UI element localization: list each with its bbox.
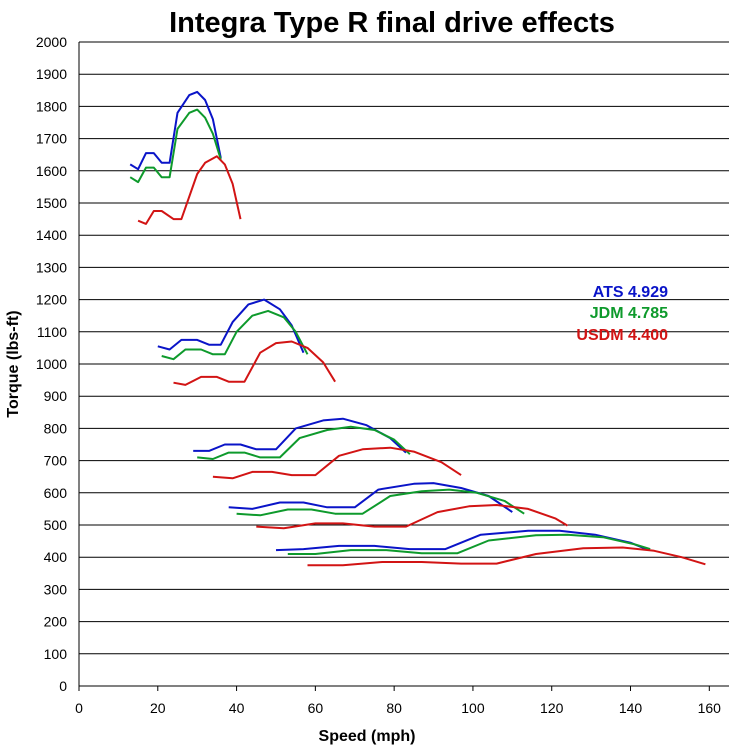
legend-entry-jdm: JDM 4.785 — [590, 305, 668, 322]
x-tick-label: 20 — [150, 700, 166, 716]
series-line-usdm-gear-3 — [212, 446, 462, 480]
y-tick-label: 1700 — [36, 131, 67, 147]
x-tick-label: 0 — [75, 700, 83, 716]
y-tick-label: 200 — [44, 614, 68, 630]
x-axis-label: Speed (mph) — [319, 728, 416, 745]
y-tick-label: 1600 — [36, 163, 67, 179]
y-tick-label: 1200 — [36, 292, 67, 308]
y-tick-label: 400 — [44, 549, 68, 565]
y-tick-label: 700 — [44, 453, 68, 469]
legend: ATS 4.929 JDM 4.785 USDM 4.400 — [576, 284, 668, 344]
x-tick-label: 80 — [386, 700, 402, 716]
series-line-ats-gear-1 — [129, 90, 222, 171]
x-tick-label: 100 — [461, 700, 485, 716]
y-tick-label: 600 — [44, 485, 68, 501]
series-line-usdm-gear-2 — [173, 340, 336, 386]
y-tick-label: 1900 — [36, 66, 67, 82]
series-line-usdm-gear-5 — [307, 546, 706, 567]
series-line-ats-gear-4 — [228, 482, 513, 513]
y-axis-label: Torque (lbs-ft) — [5, 310, 22, 417]
y-tick-label: 0 — [59, 678, 67, 694]
y-tick-label: 800 — [44, 420, 68, 436]
series-line-ats-gear-5 — [275, 529, 647, 552]
y-tick-label: 1300 — [36, 259, 67, 275]
series-line-jdm-gear-3 — [197, 425, 411, 460]
y-tick-label: 100 — [44, 646, 68, 662]
y-tick-label: 300 — [44, 581, 68, 597]
series-line-jdm-gear-1 — [129, 108, 222, 184]
series-line-usdm-gear-1 — [137, 155, 242, 225]
series-line-usdm-gear-4 — [256, 504, 569, 530]
series-line-jdm-gear-2 — [161, 309, 309, 361]
series-line-jdm-gear-4 — [236, 488, 525, 517]
x-tick-label: 40 — [229, 700, 245, 716]
legend-entry-usdm: USDM 4.400 — [576, 327, 668, 344]
series-line-ats-gear-2 — [157, 298, 305, 354]
y-tick-label: 2000 — [36, 34, 67, 50]
y-tick-label: 1100 — [37, 324, 67, 340]
y-tick-label: 1800 — [36, 98, 67, 114]
y-tick-label: 500 — [44, 517, 68, 533]
y-tick-label: 1500 — [36, 195, 67, 211]
x-tick-label: 60 — [308, 700, 324, 716]
axes — [78, 42, 729, 691]
series-lines — [129, 90, 706, 567]
x-tick-labels: 0 20 40 60 80 100 120 140 160 — [75, 700, 721, 716]
legend-entry-ats: ATS 4.929 — [593, 284, 668, 301]
y-tick-label: 900 — [44, 388, 68, 404]
x-tick-label: 140 — [619, 700, 643, 716]
series-line-jdm-gear-5 — [287, 533, 651, 555]
gridlines — [79, 41, 729, 655]
series-line-ats-gear-3 — [193, 417, 407, 454]
y-tick-labels: 0 100 200 300 400 500 600 700 800 900 1000 1100 1200… — [36, 34, 67, 694]
x-tick-label: 120 — [540, 700, 564, 716]
y-tick-label: 1000 — [36, 356, 67, 372]
x-tick-label: 160 — [698, 700, 722, 716]
chart-title: Integra Type R final drive effects — [169, 7, 615, 39]
y-tick-label: 1400 — [36, 227, 67, 243]
